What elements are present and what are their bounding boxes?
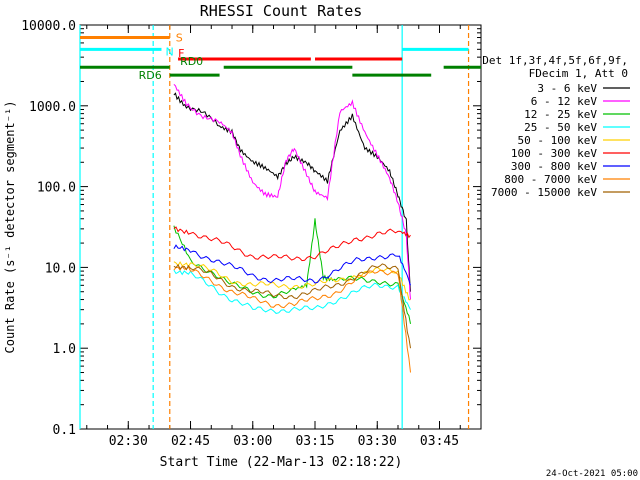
axis-ticks xyxy=(80,24,482,430)
series-line-2 xyxy=(173,218,411,324)
legend-label: 12 - 25 keV xyxy=(524,108,597,121)
plot-frame xyxy=(79,24,482,430)
y-axis-label: Count Rate (s⁻¹ detector segment⁻¹) xyxy=(3,101,17,354)
flag-label-f: F xyxy=(178,47,184,60)
legend-label: 25 - 50 keV xyxy=(524,121,597,134)
series-line-5 xyxy=(173,226,411,262)
series-line-6 xyxy=(173,244,411,286)
x-tick-label: 03:45 xyxy=(420,434,459,449)
legend-label: 100 - 300 keV xyxy=(511,147,597,160)
y-tick-label: 10.0 xyxy=(45,261,76,276)
flag-label-rd6: RD6 xyxy=(139,69,162,82)
legend-label: 300 - 800 keV xyxy=(511,160,597,173)
legend: Det 1f,3f,4f,5f,6f,9f,FDecim 1, Att 0 3 -… xyxy=(482,54,630,199)
series-line-8 xyxy=(173,263,411,349)
y-tick-label: 100.0 xyxy=(37,181,76,196)
series-line-1 xyxy=(173,83,411,300)
legend-header: FDecim 1, Att 0 xyxy=(529,67,628,80)
x-tick-label: 03:15 xyxy=(295,434,334,449)
flag-label-n: N xyxy=(165,45,173,58)
series-line-7 xyxy=(173,265,411,373)
y-tick-label: 1000.0 xyxy=(29,100,76,115)
y-tick-label: 1.0 xyxy=(53,342,76,357)
y-tick-label: 10000.0 xyxy=(21,19,76,34)
legend-label: 3 - 6 keV xyxy=(537,82,597,95)
vertical-markers xyxy=(79,25,470,429)
x-tick-label: 02:45 xyxy=(171,434,210,449)
series-lines xyxy=(173,83,411,373)
legend-label: 800 - 7000 keV xyxy=(504,173,597,186)
x-tick-label: 02:30 xyxy=(109,434,148,449)
x-axis-label: Start Time (22-Mar-13 02:18:22) xyxy=(160,455,403,470)
legend-label: 7000 - 15000 keV xyxy=(491,186,597,199)
y-tick-labels: 0.1 1.0 10.0 100.0 1000.0 10000.0 xyxy=(21,19,76,438)
series-line-3 xyxy=(173,269,411,314)
x-tick-label: 03:00 xyxy=(233,434,272,449)
legend-label: 50 - 100 keV xyxy=(518,134,598,147)
x-tick-label: 03:30 xyxy=(358,434,397,449)
flag-label-s: S xyxy=(176,32,183,45)
chart-title: RHESSI Count Rates xyxy=(200,2,363,20)
legend-label: 6 - 12 keV xyxy=(531,95,598,108)
footer-timestamp: 24-Oct-2021 05:00 xyxy=(546,469,638,479)
y-tick-label: 0.1 xyxy=(53,423,76,438)
legend-header: Det 1f,3f,4f,5f,6f,9f, xyxy=(482,54,628,67)
x-tick-labels: 02:30 02:45 03:00 03:15 03:30 03:45 xyxy=(109,434,459,449)
series-line-0 xyxy=(173,92,411,292)
flag-label-rd0: RD0 xyxy=(180,55,203,68)
